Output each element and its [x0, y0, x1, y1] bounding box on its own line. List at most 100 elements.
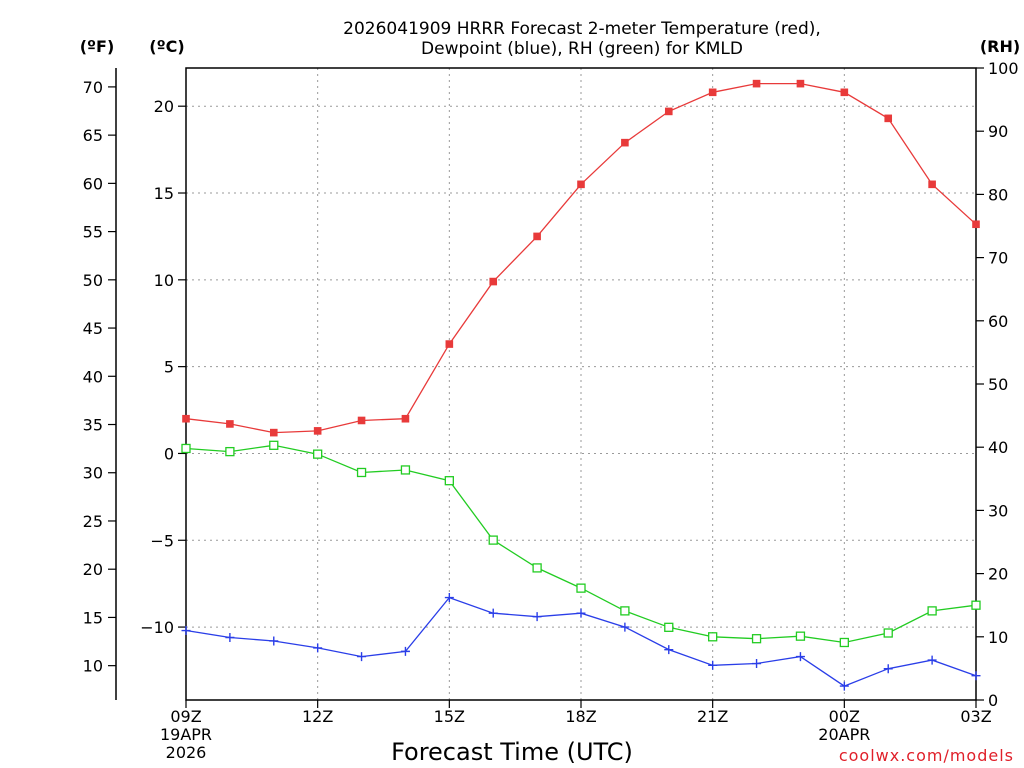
temperature-point-14	[796, 79, 805, 88]
temperature-point-3	[313, 427, 322, 435]
dewpoint-point-3	[313, 643, 323, 653]
temperature-point-15	[840, 88, 849, 97]
dewpoint-point-9	[576, 608, 586, 618]
rh-tick-label: 70	[988, 249, 1008, 268]
fahrenheit-tick-label: 55	[83, 223, 103, 242]
rh-point-7	[488, 535, 498, 545]
dewpoint-point-8	[532, 612, 542, 622]
rh-point-5	[400, 465, 411, 475]
chart-title-line2: Dewpoint (blue), RH (green) for KMLD	[421, 39, 743, 59]
rh-point-2	[269, 440, 279, 450]
rh-point-12	[708, 632, 718, 642]
temperature-point-5	[401, 414, 410, 423]
rh-point-14	[795, 631, 806, 641]
rh-point-6	[444, 476, 454, 486]
temperature-point-8	[533, 232, 541, 241]
celsius-tick-label: 15	[154, 184, 174, 203]
celsius-tick-label: 0	[164, 444, 174, 463]
rh-tick-label: 40	[988, 438, 1008, 457]
dewpoint-point-17	[927, 655, 937, 665]
temperature-point-17	[928, 180, 936, 189]
temperature-point-0	[182, 414, 190, 423]
rh-point-0	[181, 443, 191, 454]
time-tick-label: 18Z	[565, 707, 596, 726]
fahrenheit-tick-label: 15	[83, 608, 103, 627]
dewpoint-point-18	[971, 671, 981, 681]
fahrenheit-tick-label: 65	[83, 126, 103, 145]
plot-frame	[185, 67, 977, 701]
temperature-point-9	[577, 180, 585, 189]
fahrenheit-tick-label: 70	[83, 78, 103, 97]
dewpoint-point-11	[664, 645, 674, 655]
rh-tick-label: 90	[988, 122, 1008, 141]
fahrenheit-tick-label: 45	[83, 319, 103, 338]
rh-point-1	[225, 446, 235, 457]
fahrenheit-tick-label: 30	[83, 464, 103, 483]
dewpoint-point-16	[883, 664, 893, 674]
dewpoint-point-1	[225, 632, 235, 642]
fahrenheit-tick-label: 40	[83, 367, 103, 386]
dewpoint-point-10	[620, 622, 630, 632]
dewpoint-point-15	[839, 681, 849, 691]
rh-point-16	[883, 628, 893, 638]
dewpoint-point-12	[708, 660, 718, 670]
dewpoint-point-2	[269, 636, 279, 646]
fahrenheit-tick-label: 50	[83, 271, 103, 290]
data-series	[181, 79, 981, 691]
temperature-point-18	[972, 220, 980, 229]
dewpoint-point-0	[181, 626, 191, 636]
celsius-tick-label: 20	[154, 97, 174, 116]
rh-point-4	[356, 467, 367, 478]
dewpoint-point-5	[400, 646, 410, 656]
gridlines	[185, 68, 977, 700]
celsius-tick-label: 5	[164, 358, 174, 377]
rh-point-3	[313, 449, 323, 459]
fahrenheit-tick-label: 60	[83, 174, 103, 193]
temperature-point-1	[226, 420, 234, 428]
temperature-point-2	[269, 428, 278, 437]
time-tick-label: 12Z	[302, 707, 333, 726]
dewpoint-point-14	[795, 652, 805, 662]
rh-point-8	[532, 563, 542, 573]
dewpoint-point-7	[488, 608, 498, 618]
temperature-point-11	[664, 107, 673, 116]
rh-tick-label: 20	[988, 565, 1008, 584]
time-tick-label: 21Z	[697, 707, 728, 726]
time-tick-label: 03Z	[960, 707, 991, 726]
rh-tick-label: 50	[988, 375, 1008, 394]
temperature-point-7	[489, 277, 498, 286]
rh-tick-label: 30	[988, 501, 1008, 520]
temperature-point-4	[357, 416, 366, 425]
rh-tick-label: 10	[988, 628, 1008, 647]
fahrenheit-axis: 70 65 60 55 50 45 40 35 30 25 20 15 10	[83, 78, 116, 676]
temperature-point-16	[884, 114, 893, 123]
chart-title-line1: 2026041909 HRRR Forecast 2-meter Tempera…	[343, 19, 821, 39]
rh-point-15	[839, 637, 849, 648]
time-tick-date: 20APR	[818, 725, 870, 744]
time-tick-date: 19APR	[160, 725, 212, 744]
credit-text: coolwx.com/models	[839, 746, 1014, 765]
temperature-point-13	[752, 79, 761, 88]
dewpoint-point-6	[444, 593, 454, 603]
rh-unit-label: (RH)	[980, 37, 1020, 56]
time-tick-label: 15Z	[434, 707, 465, 726]
rh-point-18	[971, 600, 981, 610]
celsius-axis: 20 15 10 5 0 −5 −10	[140, 97, 186, 637]
x-axis-title: Forecast Time (UTC)	[391, 738, 633, 766]
rh-point-9	[576, 583, 586, 593]
fahrenheit-tick-label: 20	[83, 560, 103, 579]
fahrenheit-unit-label: (ºF)	[80, 37, 115, 56]
time-tick-label: 09Z	[170, 707, 201, 726]
dewpoint-point-13	[752, 659, 762, 669]
fahrenheit-tick-label: 10	[83, 657, 103, 676]
rh-tick-label: 60	[988, 312, 1008, 331]
temperature-point-10	[621, 138, 629, 147]
rh-tick-label: 0	[988, 691, 998, 710]
time-tick-year: 2026	[166, 743, 207, 762]
temperature-point-12	[708, 88, 717, 97]
rh-tick-label: 80	[988, 185, 1008, 204]
fahrenheit-tick-label: 25	[83, 512, 103, 531]
dewpoint-point-4	[357, 652, 367, 662]
